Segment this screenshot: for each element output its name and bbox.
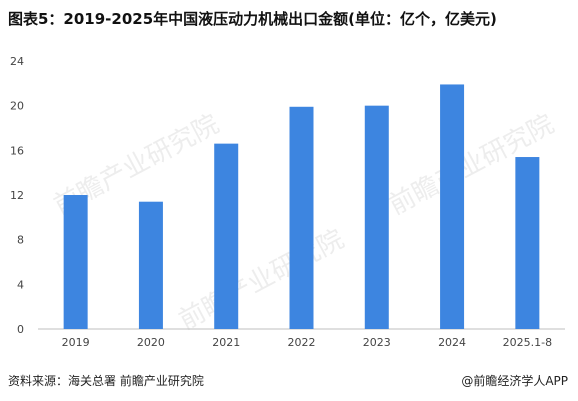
x-tick-label: 2021: [212, 336, 240, 349]
watermark-center: 前瞻产业研究院: [174, 224, 349, 336]
x-tick-label: 2024: [438, 336, 466, 349]
y-tick-label: 0: [17, 323, 24, 336]
x-tick-label: 2019: [62, 336, 90, 349]
bar-2024: [440, 84, 465, 329]
bar-2021: [214, 143, 239, 329]
bar-2023: [364, 105, 389, 330]
bar-2020: [138, 201, 163, 329]
source-note: 资料来源：海关总署 前瞻产业研究院: [8, 374, 204, 388]
x-tick-label: 2020: [137, 336, 165, 349]
y-tick-label: 12: [10, 189, 24, 202]
bar-2025.1-8: [515, 157, 540, 329]
y-tick-label: 16: [10, 144, 24, 157]
x-tick-label: 2022: [288, 336, 316, 349]
y-tick-label: 8: [17, 234, 24, 247]
chart-title: 图表5：2019-2025年中国液压动力机械出口金额(单位：亿个，亿美元): [8, 10, 497, 28]
y-tick-label: 24: [10, 55, 24, 68]
x-tick-label: 2025.1-8: [503, 336, 552, 349]
credit-note: @前瞻经济学人APP: [461, 374, 568, 388]
x-axis: 2019 2020 2021 2022 2023 2024 2025.1-8: [62, 336, 552, 349]
y-tick-label: 20: [10, 100, 24, 113]
bar-2019: [63, 195, 88, 329]
x-tick-label: 2023: [363, 336, 391, 349]
y-tick-label: 4: [17, 278, 24, 291]
bar-2022: [289, 106, 314, 330]
bars: [63, 84, 540, 330]
